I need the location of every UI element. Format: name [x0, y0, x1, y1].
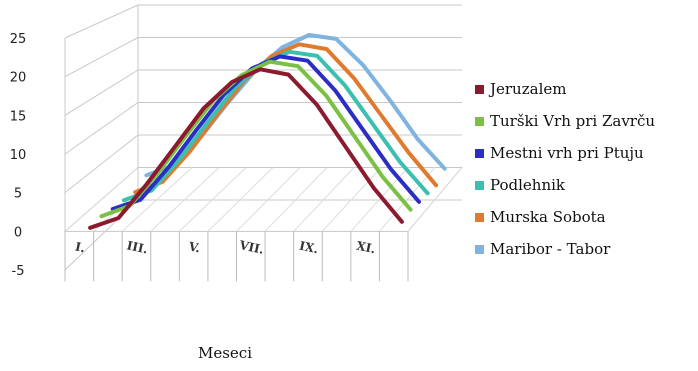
floor-divider [150, 167, 220, 232]
series-line-jeruzalem [88, 67, 404, 230]
y-tick-label: 25 [10, 32, 27, 47]
y-tick-label: 0 [14, 225, 22, 240]
left-wall-gridline [64, 37, 139, 78]
x-tick-label: IX. [298, 239, 320, 257]
legend-label: Turški Vrh pri Zavrču [490, 112, 655, 130]
y-tick-label: 10 [10, 148, 27, 163]
legend-swatch [475, 85, 484, 94]
floor-divider [293, 167, 355, 232]
legend-swatch [475, 117, 484, 126]
x-tick-label: VII. [237, 238, 265, 257]
series-line-murska-sobota [133, 42, 439, 195]
legend-label: Maribor - Tabor [490, 240, 611, 258]
x-tick-label: XI. [355, 239, 377, 257]
floor-divider [407, 167, 463, 232]
floor-divider [379, 167, 436, 232]
y-axis-ticks: -5 0 5 10 15 20 25 [10, 32, 27, 279]
legend-swatch [475, 245, 484, 254]
legend: Jeruzalem Turški Vrh pri Zavrču Mestni vrh… [475, 80, 655, 258]
x-axis-ticks: I. III. V. VII. IX. XI. [74, 238, 377, 257]
floor-divider [321, 167, 382, 232]
legend-label: Podlehnik [490, 176, 566, 194]
y-tick-label: 5 [14, 187, 22, 202]
legend-label: Jeruzalem [488, 80, 566, 98]
left-wall-gridline [64, 134, 139, 194]
legend-label: Murska Sobota [490, 208, 606, 226]
floor-divider [121, 167, 193, 232]
left-wall-gridline [64, 4, 139, 39]
x-axis-label: Meseci [198, 344, 252, 362]
legend-swatch [475, 213, 484, 222]
y-tick-label: 15 [10, 109, 27, 124]
y-tick-label: 20 [10, 71, 27, 86]
legend-swatch [475, 149, 484, 158]
left-wall-gridline [64, 102, 139, 155]
floor-divider [207, 167, 274, 232]
legend-swatch [475, 181, 484, 190]
y-tick-label: -5 [12, 264, 25, 279]
floor-divider [264, 167, 328, 232]
series-line-maribor-tabor [144, 33, 447, 178]
legend-label: Mestni vrh pri Ptuju [490, 144, 644, 162]
x-tick-label: V. [186, 239, 201, 255]
floor-divider [178, 167, 247, 232]
floor-divider [236, 167, 301, 232]
x-tick-label: III. [126, 238, 149, 256]
floor-divider [64, 167, 139, 232]
x-tick-label: I. [74, 240, 86, 256]
left-wall-gridline [64, 69, 139, 116]
series-lines [88, 33, 447, 230]
